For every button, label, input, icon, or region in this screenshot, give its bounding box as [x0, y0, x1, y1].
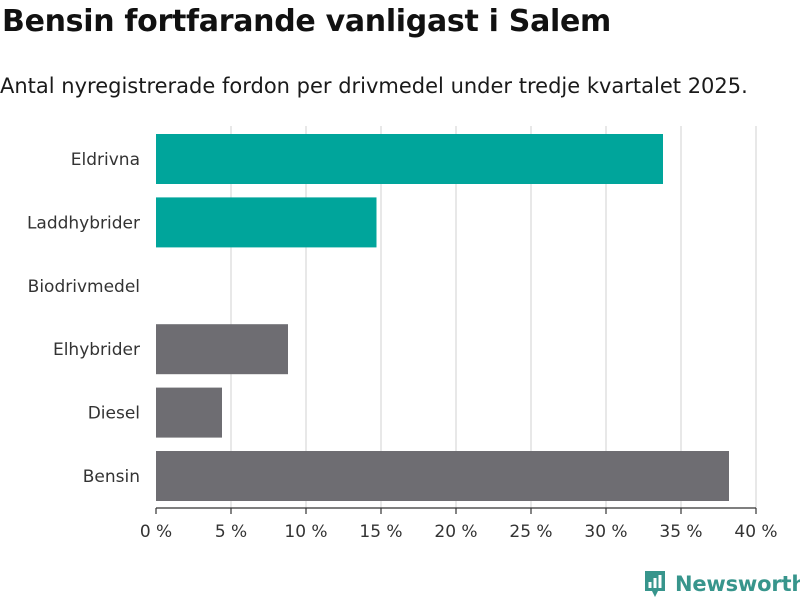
x-axis: 0 % 5 % 10 % 15 % 20 % 25 % 30 % 35 % 40 % — [140, 507, 778, 542]
brand-name: Newsworthy — [675, 572, 800, 596]
category-label: Bensin — [83, 467, 140, 487]
bar-elhybrider — [156, 324, 288, 375]
category-label: Eldrivna — [71, 150, 140, 170]
grid-lines — [230, 126, 757, 508]
bar-chart: 0 % 5 % 10 % 15 % 20 % 25 % 30 % 35 % 40 % Eldri… — [27, 126, 778, 542]
bar-laddhybrider — [156, 197, 377, 248]
x-tick-label: 40 % — [734, 522, 777, 542]
bars — [156, 134, 729, 501]
x-tick-label: 25 % — [509, 522, 552, 542]
chart-subtitle: Antal nyregistrerade fordon per drivmede… — [0, 74, 748, 98]
x-tick-label: 35 % — [659, 522, 702, 542]
chart-title: Bensin fortfarande vanligast i Salem — [2, 4, 612, 39]
bar-diesel — [156, 387, 222, 438]
newsworthy-chart-icon — [645, 571, 665, 597]
x-tick-label: 20 % — [434, 522, 477, 542]
category-label: Biodrivmedel — [28, 277, 140, 297]
category-labels: Eldrivna Laddhybrider Biodrivmedel Elhybrid… — [27, 150, 140, 487]
bar-bensin — [156, 451, 729, 501]
category-label: Laddhybrider — [27, 213, 140, 233]
bar-eldrivna — [156, 134, 663, 184]
x-tick-label: 5 % — [215, 522, 247, 542]
x-tick-label: 10 % — [284, 522, 327, 542]
category-label: Diesel — [88, 404, 140, 424]
category-label: Elhybrider — [53, 340, 140, 360]
x-tick-label: 30 % — [584, 522, 627, 542]
brand-logo: Newsworthy — [643, 568, 800, 600]
x-tick-label: 0 % — [140, 522, 172, 542]
x-tick-label: 15 % — [359, 522, 402, 542]
